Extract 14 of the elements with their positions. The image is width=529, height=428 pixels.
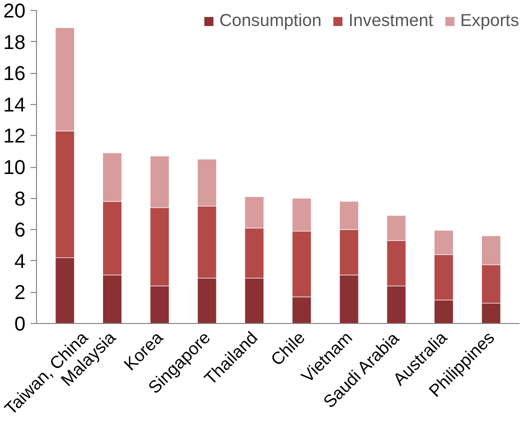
y-tick-label: 4 bbox=[14, 250, 26, 273]
y-tick-label: 16 bbox=[3, 63, 26, 86]
y-tick-label: 18 bbox=[3, 32, 26, 54]
legend-label: Exports bbox=[460, 10, 519, 31]
y-tick-label: 8 bbox=[14, 188, 26, 210]
y-tick-label: 10 bbox=[3, 157, 26, 179]
y-tick-label: 0 bbox=[14, 314, 26, 336]
legend-label: Investment bbox=[348, 10, 434, 31]
y-tick-label: 20 bbox=[3, 0, 26, 22]
y-tick-label: 2 bbox=[14, 282, 26, 304]
y-tick-label: 6 bbox=[14, 220, 26, 242]
y-tick-label: 14 bbox=[3, 94, 26, 116]
y-tick-label: 12 bbox=[3, 126, 26, 148]
legend-label: Consumption bbox=[219, 10, 322, 31]
